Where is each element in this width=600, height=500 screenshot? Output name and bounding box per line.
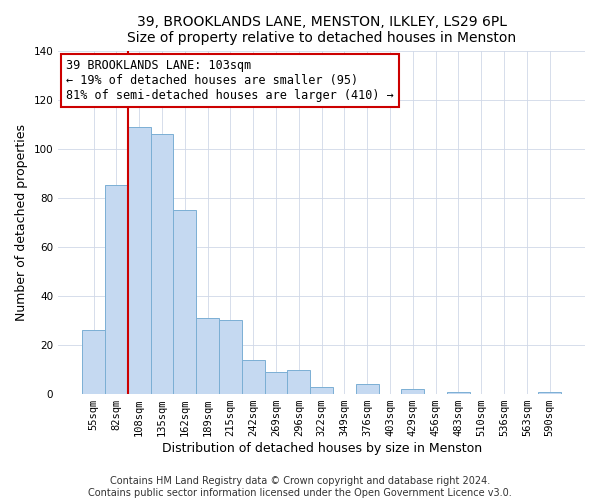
Bar [105,186,128,394]
Bar [219,320,242,394]
Bar [173,210,196,394]
Bar [401,389,424,394]
Bar [310,386,333,394]
Bar [196,318,219,394]
Text: Contains HM Land Registry data © Crown copyright and database right 2024.
Contai: Contains HM Land Registry data © Crown c… [88,476,512,498]
Title: 39, BROOKLANDS LANE, MENSTON, ILKLEY, LS29 6PL
Size of property relative to deta: 39, BROOKLANDS LANE, MENSTON, ILKLEY, LS… [127,15,516,45]
Bar [538,392,561,394]
Bar [82,330,105,394]
Bar [128,126,151,394]
Bar [265,372,287,394]
Bar [287,370,310,394]
Bar [242,360,265,394]
Y-axis label: Number of detached properties: Number of detached properties [15,124,28,321]
X-axis label: Distribution of detached houses by size in Menston: Distribution of detached houses by size … [161,442,482,455]
Bar [356,384,379,394]
Bar [151,134,173,394]
Bar [447,392,470,394]
Text: 39 BROOKLANDS LANE: 103sqm
← 19% of detached houses are smaller (95)
81% of semi: 39 BROOKLANDS LANE: 103sqm ← 19% of deta… [66,59,394,102]
